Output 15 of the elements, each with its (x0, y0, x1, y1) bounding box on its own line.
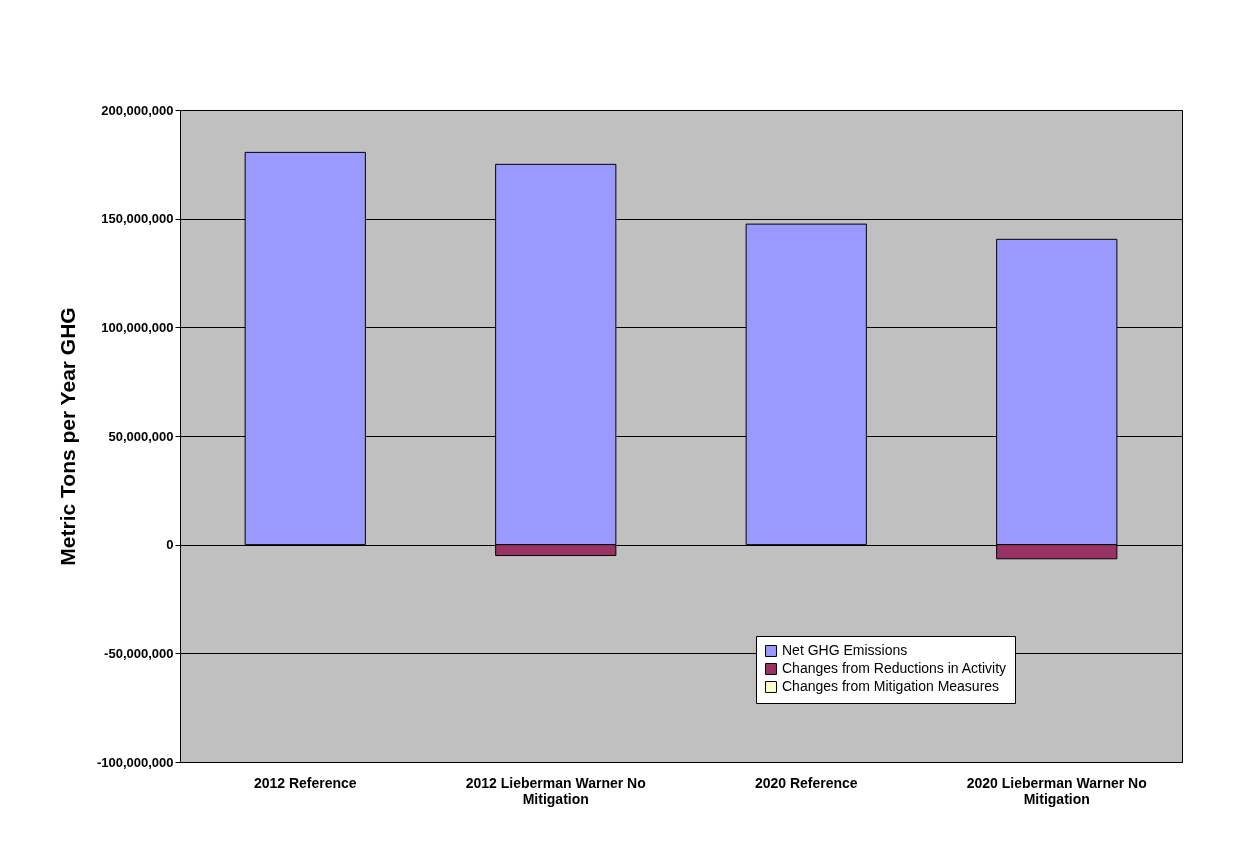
y-tick-label: 200,000,000 (101, 102, 174, 118)
x-tick-label: 2020 Lieberman Warner No Mitigation (966, 774, 1147, 807)
x-tick-label: 2020 Reference (754, 774, 858, 791)
y-tick-label: -50,000,000 (104, 645, 174, 661)
legend-label: Net GHG Emissions (782, 642, 908, 658)
y-tick-label: -100,000,000 (96, 754, 174, 770)
legend-label: Changes from Mitigation Measures (782, 678, 1000, 694)
legend-label: Changes from Reductions in Activity (782, 660, 1007, 676)
y-axis-title: Metric Tons per Year GHG (55, 307, 79, 566)
y-tick-label: 100,000,000 (101, 319, 174, 335)
x-tick-label: 2012 Lieberman Warner No Mitigation (465, 774, 646, 807)
x-tick-label: 2012 Reference (253, 774, 357, 791)
y-tick-label: 0 (166, 537, 174, 553)
y-tick-label: 50,000,000 (108, 428, 174, 444)
y-tick-label: 150,000,000 (101, 211, 174, 227)
